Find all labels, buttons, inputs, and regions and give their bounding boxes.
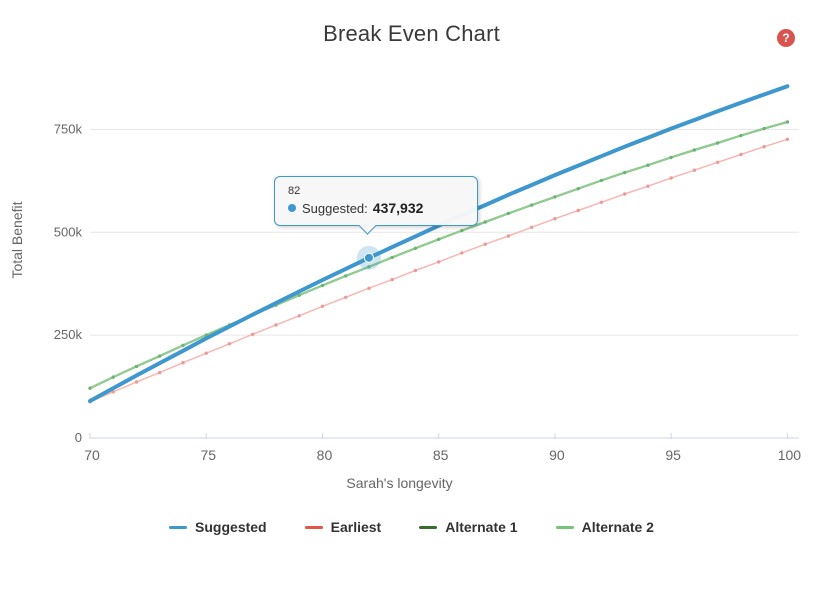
- series-point-marker: [599, 178, 604, 183]
- series-point-marker: [460, 228, 464, 233]
- legend-item-alternate-2[interactable]: Alternate 2: [555, 519, 654, 535]
- series-point-marker: [599, 200, 604, 204]
- series-point-marker: [320, 283, 325, 288]
- tooltip-line: Suggested: 437,932: [288, 200, 464, 216]
- series-point-marker: [762, 145, 766, 149]
- series-point-marker: [181, 361, 185, 365]
- series-point-marker: [158, 370, 162, 375]
- series-point-marker: [530, 203, 534, 207]
- series-point-marker: [111, 375, 115, 379]
- series-bullet-icon: [288, 204, 296, 212]
- series-point-marker: [251, 332, 255, 336]
- series-point-marker: [553, 195, 557, 199]
- series-point-marker: [692, 148, 697, 152]
- chart-title: Break Even Chart: [323, 21, 500, 46]
- legend-item-alternate-1[interactable]: Alternate 1: [419, 519, 518, 535]
- hover-point[interactable]: [363, 252, 374, 263]
- y-tick-label: 750k: [54, 121, 83, 136]
- x-tick-label: 75: [200, 447, 216, 463]
- series-point-marker: [367, 286, 371, 290]
- legend-swatch-icon: [304, 525, 323, 529]
- series-point-marker: [320, 304, 325, 308]
- series-point-marker: [762, 126, 766, 131]
- y-tick-label: 250k: [54, 327, 83, 342]
- x-tick-label: 70: [84, 447, 100, 463]
- series-point-marker: [576, 187, 580, 191]
- series-point-marker: [623, 170, 627, 175]
- tooltip: 82 Suggested: 437,932: [274, 176, 478, 235]
- series-point-marker: [739, 152, 743, 157]
- legend-swatch-icon: [555, 525, 574, 529]
- series-point-marker: [739, 133, 743, 138]
- series-point-marker: [530, 225, 534, 229]
- legend-label: Suggested: [195, 519, 267, 535]
- series-point-marker: [506, 211, 511, 216]
- legend-label: Alternate 1: [445, 519, 518, 535]
- x-tick-label: 95: [665, 447, 681, 463]
- series-point-marker: [576, 208, 580, 213]
- series-point-marker: [785, 120, 790, 124]
- series-point-marker: [274, 323, 278, 327]
- series-point-marker: [483, 242, 487, 246]
- series-point-marker: [111, 390, 115, 394]
- y-axis-title: Total Benefit: [9, 201, 25, 278]
- series-line-alternate-2[interactable]: [89, 121, 789, 390]
- series-point-marker: [460, 251, 464, 255]
- legend-swatch-icon: [419, 525, 438, 529]
- legend-item-earliest[interactable]: Earliest: [304, 519, 382, 535]
- series-point-marker: [297, 293, 301, 297]
- series-point-marker: [390, 277, 394, 282]
- legend: Suggested Earliest Alternate 1 Alternate 2: [0, 519, 823, 535]
- series-point-marker: [158, 354, 162, 358]
- series-point-marker: [181, 343, 185, 348]
- series-point-marker: [204, 351, 208, 355]
- series-point-marker: [669, 176, 673, 180]
- series-line-alternate-1[interactable]: [89, 121, 789, 390]
- series-point-marker: [367, 265, 371, 269]
- series-point-marker: [413, 268, 418, 273]
- series-point-marker: [483, 220, 487, 224]
- series-point-marker: [669, 155, 673, 160]
- y-tick-label: 0: [75, 430, 82, 445]
- series-point-marker: [646, 163, 650, 167]
- chart-canvas[interactable]: 0 250k 500k 750k 70 75 80 85 90 95 100 Sarah's long…: [0, 0, 823, 505]
- legend-item-suggested[interactable]: Suggested: [169, 519, 267, 535]
- legend-label: Earliest: [330, 519, 382, 535]
- series-point-marker: [344, 274, 348, 278]
- series-point-marker: [646, 184, 650, 188]
- series-point-marker: [134, 364, 139, 369]
- help-button[interactable]: ?: [777, 29, 795, 47]
- series-point-marker: [553, 217, 557, 221]
- tooltip-series-label: Suggested:: [302, 200, 368, 216]
- series-line-suggested[interactable]: [88, 84, 790, 403]
- tooltip-header: 82: [288, 185, 301, 197]
- series-point-marker: [344, 295, 348, 299]
- series-point-marker: [623, 192, 627, 196]
- series-point-marker: [715, 160, 720, 164]
- x-axis-title: Sarah's longevity: [346, 475, 452, 491]
- series-point-marker: [715, 141, 720, 145]
- series-point-marker: [785, 137, 790, 141]
- legend-swatch-icon: [169, 525, 188, 529]
- series-point-marker: [437, 260, 441, 264]
- x-tick-label: 100: [778, 447, 802, 463]
- series-point-marker: [134, 380, 139, 384]
- x-tick-label: 85: [433, 447, 449, 463]
- series-point-marker: [227, 342, 232, 346]
- series-point-marker: [390, 255, 394, 260]
- series-point-marker: [297, 314, 301, 318]
- tooltip-value: 437,932: [372, 200, 424, 216]
- series-point-marker: [506, 234, 511, 238]
- help-icon: ?: [782, 31, 790, 45]
- x-tick-label: 90: [549, 447, 565, 463]
- series-point-marker: [413, 246, 418, 250]
- y-tick-label: 500k: [54, 224, 83, 239]
- series-point-marker: [437, 237, 441, 241]
- legend-label: Alternate 2: [581, 519, 654, 535]
- x-tick-label: 80: [317, 447, 333, 463]
- series-point-marker: [88, 386, 92, 390]
- series-point-marker: [692, 168, 697, 172]
